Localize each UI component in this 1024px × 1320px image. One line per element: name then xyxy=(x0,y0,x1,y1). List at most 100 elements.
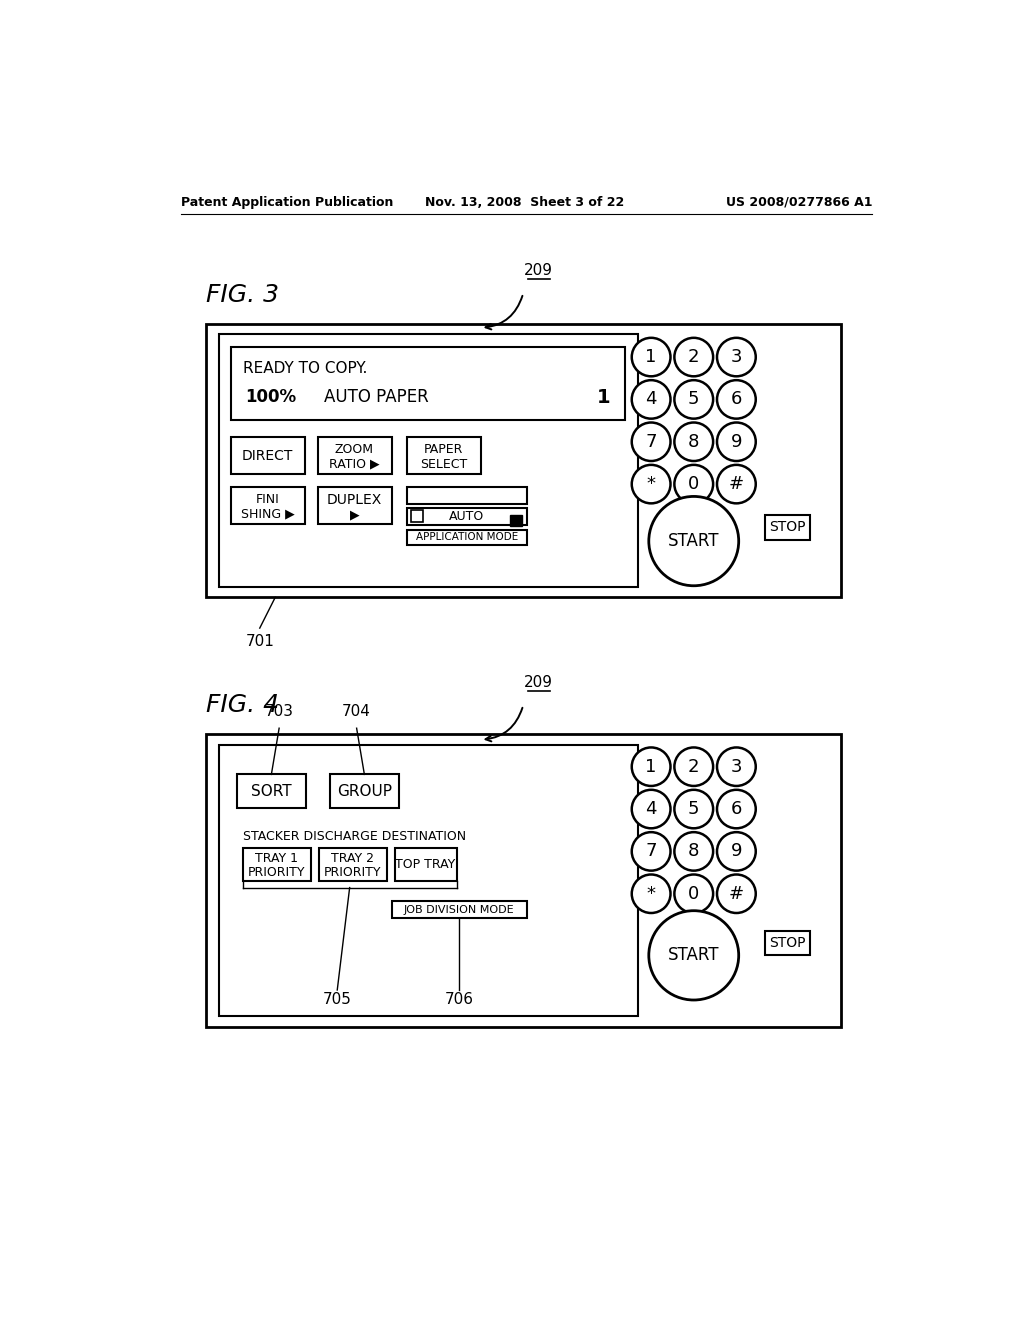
Text: 7: 7 xyxy=(645,433,656,450)
Text: SORT: SORT xyxy=(251,784,292,799)
Text: JOB DIVISION MODE: JOB DIVISION MODE xyxy=(403,906,514,915)
Circle shape xyxy=(675,465,713,503)
Text: 701: 701 xyxy=(246,635,274,649)
Text: TOP TRAY: TOP TRAY xyxy=(395,858,456,871)
Bar xyxy=(407,437,480,474)
Bar xyxy=(231,347,625,420)
Circle shape xyxy=(632,380,671,418)
Text: *: * xyxy=(646,475,655,494)
Circle shape xyxy=(717,832,756,871)
Circle shape xyxy=(675,789,713,829)
Text: SHING ▶: SHING ▶ xyxy=(241,508,294,520)
Text: RATIO ▶: RATIO ▶ xyxy=(329,458,380,471)
Text: FIG. 3: FIG. 3 xyxy=(206,284,279,308)
Text: DUPLEX: DUPLEX xyxy=(327,492,382,507)
Bar xyxy=(394,847,457,882)
Bar xyxy=(317,487,391,524)
Circle shape xyxy=(675,747,713,785)
Text: 2: 2 xyxy=(688,348,699,366)
Text: *: * xyxy=(646,884,655,903)
Circle shape xyxy=(675,380,713,418)
Text: AUTO PAPER: AUTO PAPER xyxy=(324,388,429,407)
Circle shape xyxy=(632,875,671,913)
Circle shape xyxy=(717,338,756,376)
Bar xyxy=(206,734,841,1027)
Text: 4: 4 xyxy=(645,800,656,818)
Text: FINI: FINI xyxy=(256,492,280,506)
Text: 100%: 100% xyxy=(245,388,296,407)
Text: 6: 6 xyxy=(731,800,742,818)
Text: 703: 703 xyxy=(264,704,294,719)
Text: 5: 5 xyxy=(688,800,699,818)
Bar xyxy=(330,775,399,808)
Circle shape xyxy=(649,911,738,1001)
Circle shape xyxy=(717,789,756,829)
Bar xyxy=(219,744,638,1016)
Text: 209: 209 xyxy=(524,675,553,689)
Circle shape xyxy=(632,832,671,871)
Text: 704: 704 xyxy=(342,704,371,719)
Text: #: # xyxy=(729,475,744,494)
Text: READY TO COPY.: READY TO COPY. xyxy=(243,362,367,376)
Bar xyxy=(407,529,527,545)
Bar xyxy=(231,487,305,524)
Circle shape xyxy=(675,832,713,871)
Text: 1: 1 xyxy=(645,758,656,776)
Circle shape xyxy=(717,380,756,418)
Text: Nov. 13, 2008  Sheet 3 of 22: Nov. 13, 2008 Sheet 3 of 22 xyxy=(425,195,625,209)
Text: 0: 0 xyxy=(688,884,699,903)
Text: 2: 2 xyxy=(688,758,699,776)
Bar xyxy=(318,847,387,882)
Text: PRIORITY: PRIORITY xyxy=(324,866,382,879)
Text: PAPER: PAPER xyxy=(424,444,463,455)
Bar xyxy=(765,931,810,956)
Circle shape xyxy=(632,465,671,503)
Text: 5: 5 xyxy=(688,391,699,408)
Bar xyxy=(510,515,521,527)
Circle shape xyxy=(717,747,756,785)
Bar xyxy=(765,515,810,540)
Bar xyxy=(206,323,841,598)
Circle shape xyxy=(632,747,671,785)
Text: US 2008/0277866 A1: US 2008/0277866 A1 xyxy=(725,195,872,209)
Text: 9: 9 xyxy=(731,842,742,861)
Text: TRAY 2: TRAY 2 xyxy=(331,851,374,865)
Bar xyxy=(231,437,305,474)
Circle shape xyxy=(675,338,713,376)
Circle shape xyxy=(675,875,713,913)
Text: Patent Application Publication: Patent Application Publication xyxy=(180,195,393,209)
Bar xyxy=(407,487,527,504)
Text: 706: 706 xyxy=(444,991,473,1007)
Circle shape xyxy=(717,465,756,503)
Circle shape xyxy=(717,422,756,461)
Circle shape xyxy=(632,422,671,461)
Text: 1: 1 xyxy=(645,348,656,366)
Bar xyxy=(237,775,306,808)
Text: 9: 9 xyxy=(731,433,742,450)
Text: PRIORITY: PRIORITY xyxy=(248,866,305,879)
Text: 705: 705 xyxy=(323,991,351,1007)
Circle shape xyxy=(675,422,713,461)
Text: SELECT: SELECT xyxy=(420,458,467,471)
Bar xyxy=(411,511,423,521)
Text: STOP: STOP xyxy=(769,520,806,535)
Text: GROUP: GROUP xyxy=(337,784,392,799)
Text: 0: 0 xyxy=(688,475,699,494)
Text: AUTO: AUTO xyxy=(450,510,484,523)
Circle shape xyxy=(632,338,671,376)
Text: DIRECT: DIRECT xyxy=(242,449,293,462)
Bar xyxy=(243,847,311,882)
Text: FIG. 4: FIG. 4 xyxy=(206,693,279,717)
Text: 209: 209 xyxy=(524,263,553,277)
Text: TRAY 1: TRAY 1 xyxy=(255,851,298,865)
Text: STACKER DISCHARGE DESTINATION: STACKER DISCHARGE DESTINATION xyxy=(243,829,466,842)
Text: 6: 6 xyxy=(731,391,742,408)
Bar xyxy=(391,902,527,919)
Text: 4: 4 xyxy=(645,391,656,408)
Text: START: START xyxy=(668,532,720,550)
Text: 1: 1 xyxy=(597,388,611,407)
Text: 8: 8 xyxy=(688,842,699,861)
Text: START: START xyxy=(668,946,720,965)
Text: STOP: STOP xyxy=(769,936,806,950)
Text: 3: 3 xyxy=(731,348,742,366)
